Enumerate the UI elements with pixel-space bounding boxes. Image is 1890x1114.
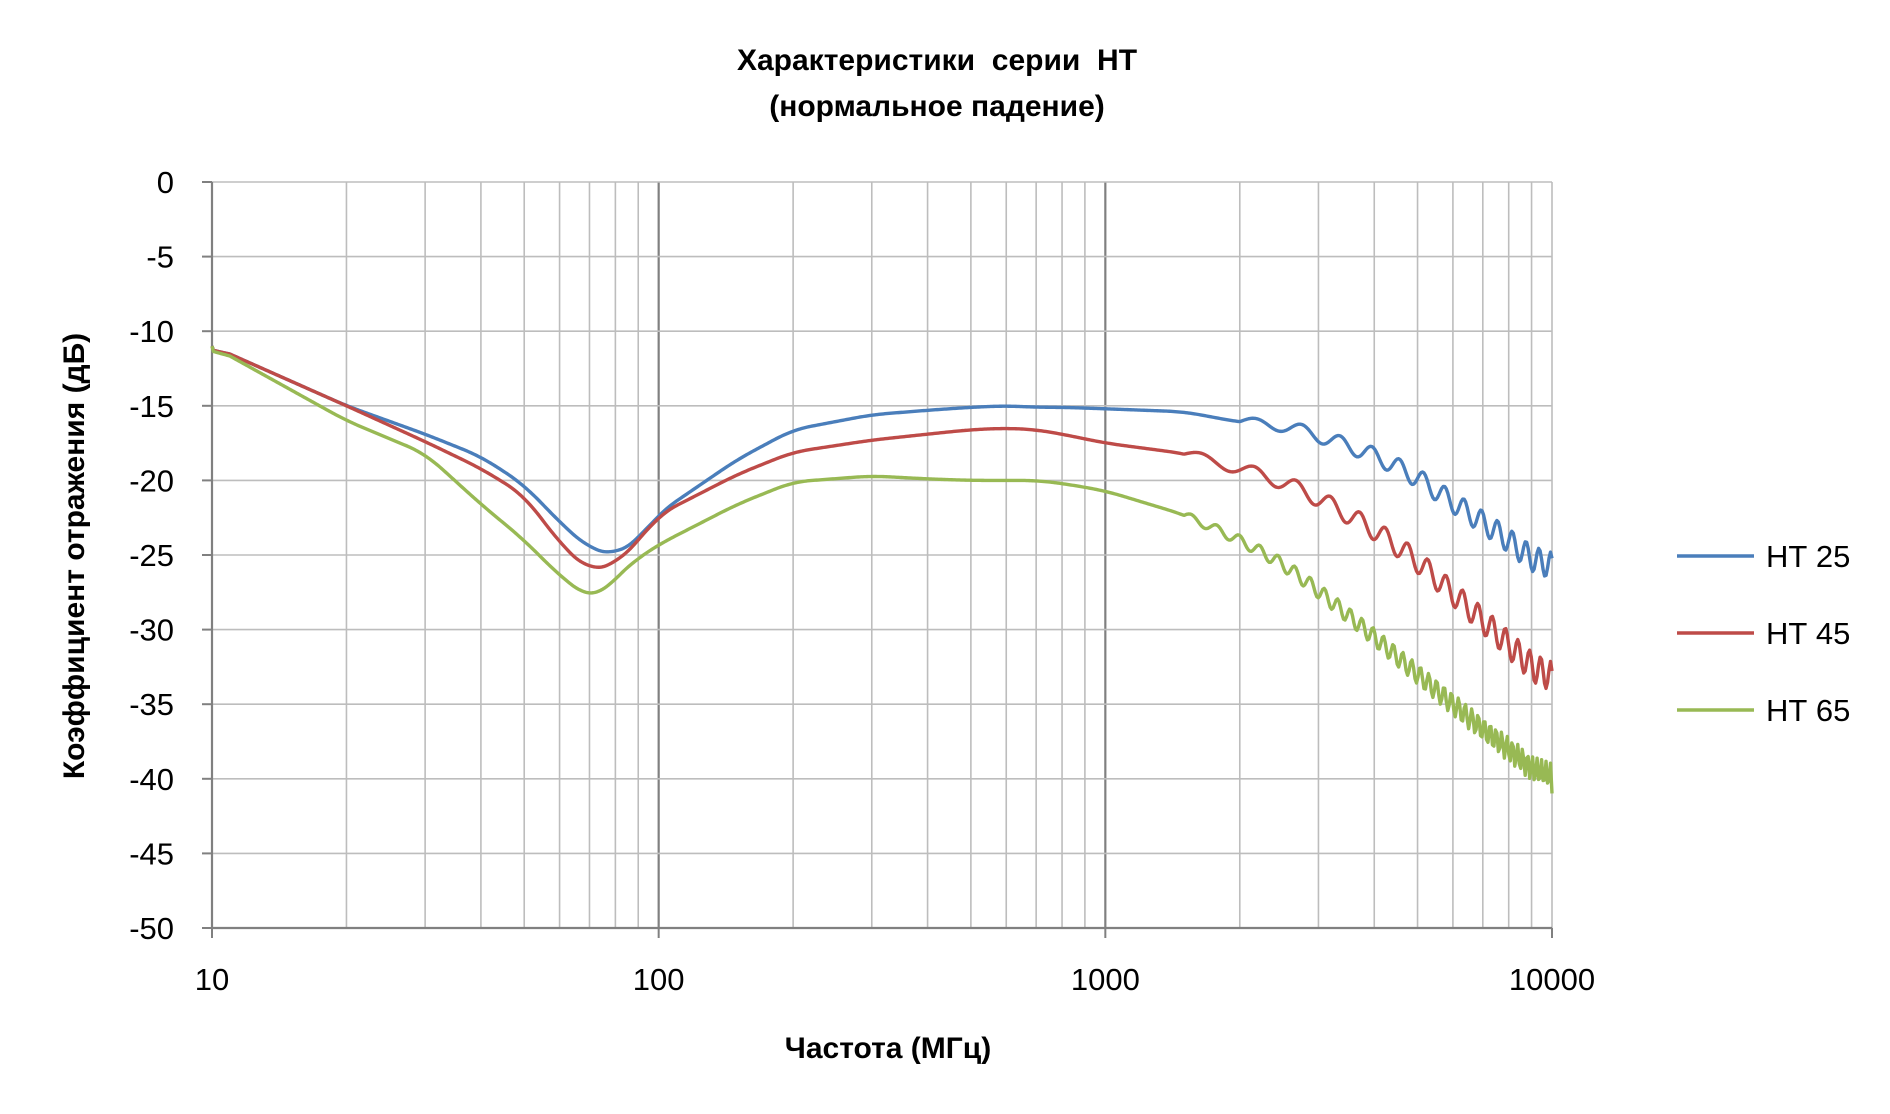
x-tick-label: 100 — [633, 962, 685, 997]
y-tick-label: 0 — [157, 165, 174, 200]
y-tick-label: -30 — [129, 613, 174, 648]
chart-title-line1: Характеристики серии НТ — [737, 44, 1137, 77]
series-lines — [210, 345, 1554, 794]
y-tick-labels: 0 -5 -10 -15 -20 -25 -30 -35 -40 -45 -50 — [129, 165, 174, 946]
chart-title-line2: (нормальное падение) — [769, 90, 1105, 123]
y-tick-label: -20 — [129, 463, 174, 498]
legend: НТ 25 НТ 45 НТ 65 — [1677, 539, 1850, 728]
legend-label-2: НТ 45 — [1766, 616, 1850, 651]
y-tick-label: -50 — [129, 911, 174, 946]
y-tick-label: -25 — [129, 538, 174, 573]
y-axis-title: Коэффициент отражения (дБ) — [58, 333, 91, 779]
grid — [202, 181, 1553, 938]
x-tick-label: 1000 — [1071, 962, 1140, 997]
series-line-2 — [210, 345, 1554, 691]
x-tick-labels: 10 100 1000 10000 — [195, 962, 1595, 997]
y-tick-label: -5 — [146, 240, 174, 275]
y-tick-label: -15 — [129, 389, 174, 424]
x-tick-label: 10000 — [1509, 962, 1595, 997]
x-tick-label: 10 — [195, 962, 229, 997]
x-axis-title: Частота (МГц) — [785, 1032, 991, 1065]
y-tick-label: -40 — [129, 762, 174, 797]
y-tick-label: -35 — [129, 687, 174, 722]
y-tick-label: -10 — [129, 314, 174, 349]
legend-label-3: НТ 65 — [1766, 693, 1850, 728]
legend-label-1: НТ 25 — [1766, 539, 1850, 574]
series-line-3 — [210, 345, 1554, 794]
series-line-1 — [210, 345, 1554, 578]
y-tick-label: -45 — [129, 836, 174, 871]
